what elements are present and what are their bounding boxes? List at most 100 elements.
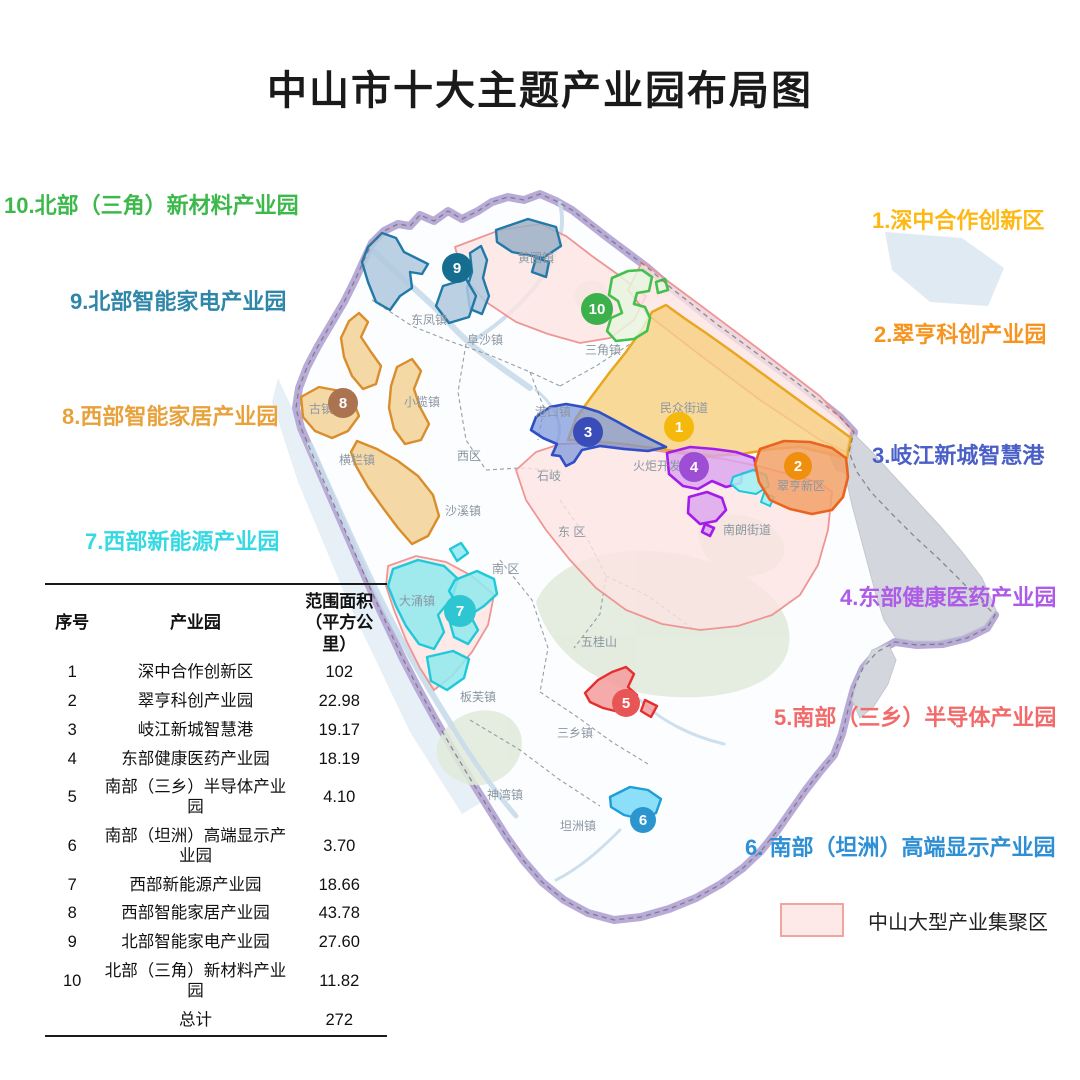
cell-area: 43.78 (318, 904, 360, 923)
cell-no: 8 (67, 904, 77, 923)
marker-10: 10 (581, 293, 613, 325)
cell-no: 7 (67, 875, 77, 894)
marker-8: 8 (328, 388, 358, 418)
marker-4-number: 4 (690, 459, 699, 476)
hill-south (436, 710, 522, 786)
marker-2-number: 2 (794, 458, 802, 475)
town-label: 横栏镇 (339, 452, 375, 467)
region-8-shape (387, 357, 431, 446)
cell-no: 2 (67, 692, 77, 711)
region-9-shape (494, 217, 563, 260)
cell-area: 19.17 (318, 720, 360, 739)
region-7-shape (448, 541, 470, 563)
table-row: 6 南部（坦洲）高端显示产业园 3.70 (45, 823, 387, 872)
township-border (469, 719, 601, 807)
marker-3-circle (573, 417, 603, 447)
marker-7-circle (444, 595, 476, 627)
cell-no: 9 (67, 933, 77, 952)
town-label: 三乡镇 (557, 726, 593, 740)
town-label: 翠亨新区 (777, 478, 825, 493)
cell-no: 3 (67, 720, 77, 739)
cell-no: 5 (67, 788, 77, 807)
region-8-shape (349, 439, 441, 546)
marker-9-circle (442, 253, 472, 283)
cell-park: 南部（坦洲）高端显示产业园 (104, 827, 287, 865)
header-area-line1: 范围面积 (305, 592, 374, 611)
town-label: 五桂山 (581, 634, 617, 649)
township-border (559, 499, 607, 649)
region-4-shape (700, 522, 716, 538)
cell-park: 北部智能家电产业园 (121, 933, 270, 952)
town-label: 民众街道 (660, 401, 708, 415)
township-border (539, 691, 649, 765)
marker-9-number: 9 (453, 260, 461, 277)
table-row: 3 岐江新城智慧港 19.17 (45, 716, 387, 745)
region-4-shape (686, 490, 728, 526)
region-9-north-appliance (360, 217, 563, 325)
township-border (529, 371, 545, 441)
area-table: 序号 产业园 范围面积 （平方公里） 1 深中合作创新区 102 2 翠亨科创产业园 2… (45, 583, 387, 1037)
region-10-shape (654, 277, 670, 295)
region-9-shape (530, 256, 551, 279)
header-park: 产业园 (169, 613, 221, 633)
region-5-shape (639, 698, 659, 719)
town-label: 南朗街道 (723, 522, 771, 537)
river (449, 723, 519, 819)
marker-6: 6 (630, 807, 656, 833)
label-park-2: 2.翠亨科创产业园 (874, 322, 1047, 347)
cell-park: 岐江新城智慧港 (137, 720, 254, 739)
marker-1-circle (664, 412, 694, 442)
label-park-9: 9.北部智能家电产业园 (70, 289, 287, 314)
label-park-6: 6. 南部（坦洲）高端显示产业园 (745, 835, 1056, 860)
cell-park: 西部新能源产业园 (129, 875, 262, 894)
town-label: 阜沙镇 (467, 333, 503, 347)
town-label: 小榄镇 (404, 395, 440, 409)
label-park-3: 3.岐江新城智慧港 (872, 443, 1045, 468)
cell-total-value: 272 (325, 1010, 354, 1029)
marker-5-circle (612, 689, 640, 717)
label-park-5: 5.南部（三乡）半导体产业园 (774, 705, 1057, 730)
label-park-4: 4.东部健康医药产业园 (840, 585, 1057, 610)
town-label: 港口镇 (535, 405, 571, 419)
marker-4-circle (679, 452, 709, 482)
town-label: 东凤镇 (411, 313, 447, 327)
table-row: 4 东部健康医药产业园 18.19 (45, 745, 387, 774)
town-label: 大涌镇 (399, 594, 435, 608)
town-label: 板芙镇 (460, 690, 496, 704)
cell-area: 18.19 (318, 749, 360, 768)
cell-area: 11.82 (319, 971, 360, 990)
cell-no: 1 (67, 663, 77, 682)
town-label: 沙溪镇 (445, 504, 481, 518)
cell-park: 南部（三乡）半导体产业园 (104, 778, 287, 817)
marker-6-circle (630, 807, 656, 833)
marker-6-number: 6 (639, 812, 647, 829)
header-area: 范围面积 （平方公里） (292, 584, 387, 659)
township-border (457, 343, 487, 471)
marker-7-number: 7 (456, 603, 464, 620)
town-label: 火炬开发区 (633, 458, 693, 473)
town-label: 神湾镇 (487, 787, 523, 802)
region-10-shape (605, 268, 654, 343)
region-7-shape (386, 558, 460, 651)
marker-3-number: 3 (584, 424, 592, 441)
region-7-shape (425, 649, 471, 692)
region-9-shape (360, 231, 430, 312)
park-markers: 1 2 3 4 5 6 7 (328, 253, 812, 833)
cell-area: 3.70 (323, 836, 356, 855)
town-label: 西区 (457, 449, 481, 463)
label-park-10: 10.北部（三角）新材料产业园 (4, 193, 299, 218)
marker-5: 5 (612, 689, 640, 717)
marker-5-number: 5 (622, 695, 630, 712)
town-label: 三角镇 (585, 343, 621, 357)
legend: 中山大型产业集聚区 (780, 903, 1048, 937)
table-row: 10 北部（三角）新材料产业园 11.82 (45, 958, 387, 1007)
cell-total-label: 总计 (178, 1010, 212, 1029)
coastal-strip (851, 643, 897, 719)
cell-no: 6 (67, 836, 77, 855)
marker-4: 4 (679, 452, 709, 482)
town-label: 石岐 (537, 469, 561, 483)
city-boundary-dashed (295, 193, 996, 921)
cell-park: 翠亨科创产业园 (137, 692, 254, 711)
